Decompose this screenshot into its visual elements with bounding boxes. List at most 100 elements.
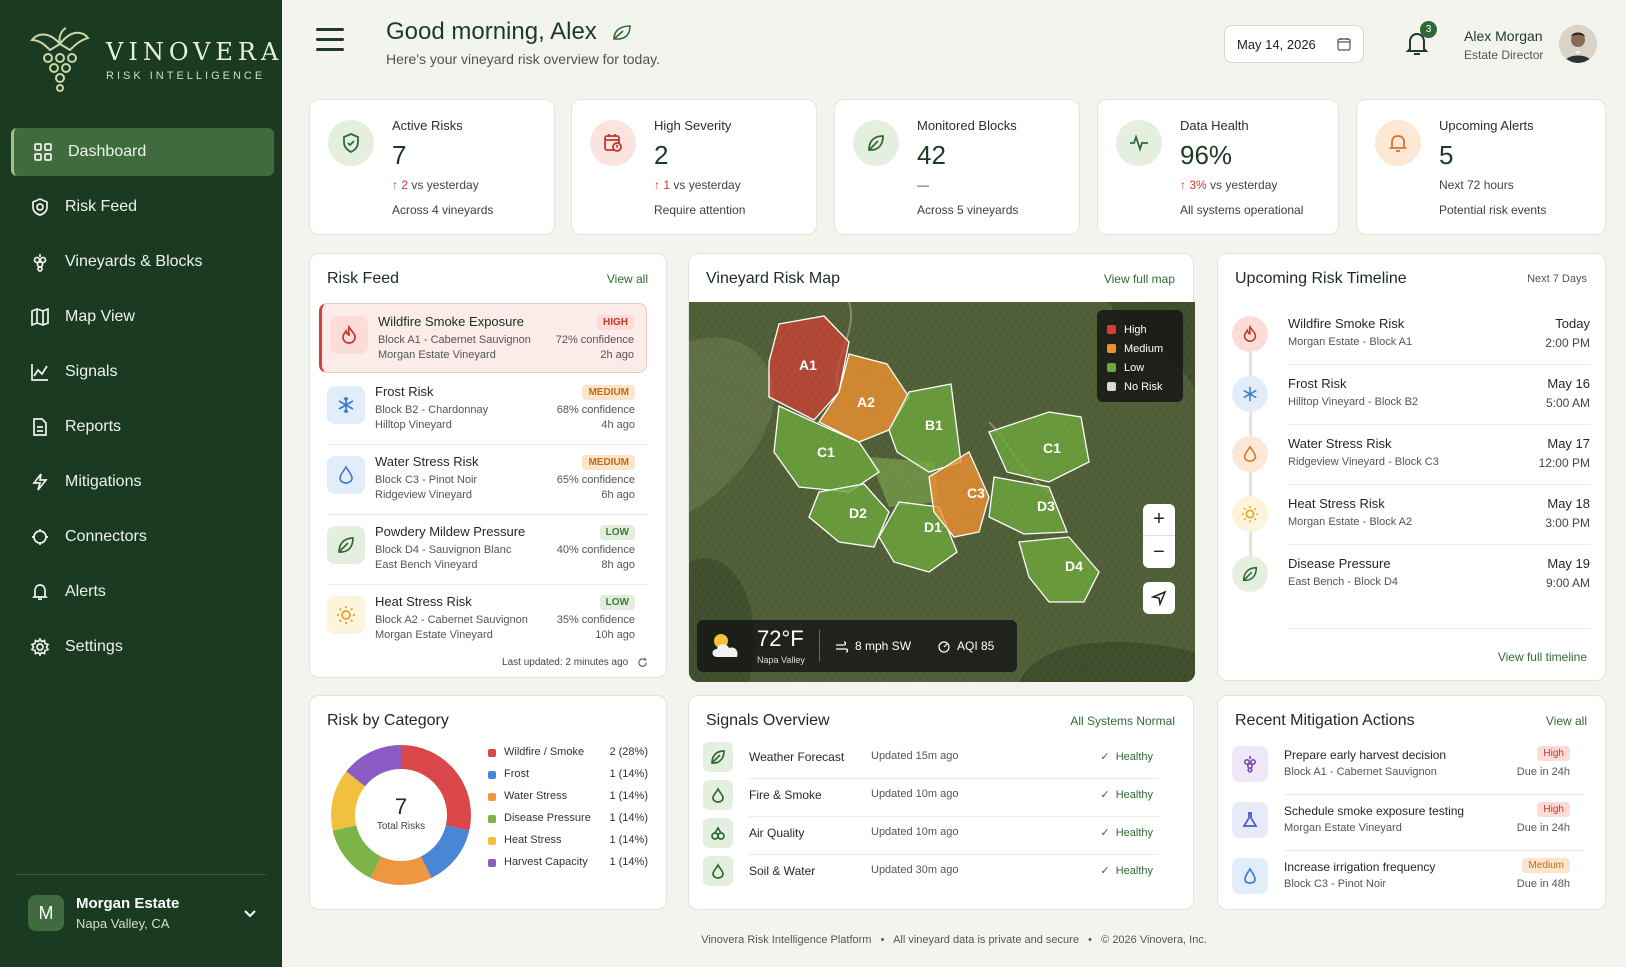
user-role: Estate Director: [1464, 48, 1544, 62]
legend-label: High: [1124, 323, 1147, 336]
category-donut-chart: [331, 745, 471, 885]
sidebar-item-map-view[interactable]: Map View: [11, 293, 274, 341]
mitigation-row[interactable]: Increase irrigation frequency Block C3 -…: [1232, 854, 1578, 906]
sidebar-item-signals[interactable]: Signals: [11, 348, 274, 396]
sidebar-item-label: Connectors: [65, 528, 147, 545]
signal-row[interactable]: Air Quality Updated 10m ago ✓ Healthy: [703, 816, 1161, 854]
view-all-link[interactable]: View all: [606, 272, 648, 286]
zoom-in-button[interactable]: +: [1143, 504, 1175, 536]
kpi-value: 42: [917, 140, 946, 170]
timeline-item[interactable]: Frost Risk Hilltop Vineyard - Block B2 M…: [1232, 368, 1590, 426]
sidebar-item-label: Vineyards & Blocks: [65, 253, 203, 270]
donut-slice-1: [420, 824, 470, 879]
kpi-label: Active Risks: [392, 118, 463, 133]
timeline-item[interactable]: Water Stress Risk Ridgeview Vineyard - B…: [1232, 428, 1590, 486]
menu-icon[interactable]: [316, 28, 344, 52]
notification-badge: 3: [1420, 21, 1437, 38]
category-row: Wildfire / Smoke 2 (28%): [488, 746, 648, 762]
risk-time: 8h ago: [601, 559, 635, 571]
mitigation-title: Prepare early harvest decision: [1284, 748, 1447, 762]
signal-row[interactable]: Fire & Smoke Updated 10m ago ✓ Healthy: [703, 778, 1161, 816]
mitigation-title: Increase irrigation frequency: [1284, 860, 1436, 874]
kpi-value: 5: [1439, 140, 1454, 170]
signal-status: ✓ Healthy: [1100, 751, 1153, 763]
severity-badge: LOW: [599, 525, 635, 540]
sidebar-item-dashboard[interactable]: Dashboard: [11, 128, 274, 176]
kpi-delta: —: [917, 178, 929, 192]
timeline-date: May 18: [1547, 496, 1590, 511]
timeline-range: Next 7 Days: [1527, 273, 1587, 285]
kpi-delta: ↑ 3% vs yesterday: [1180, 178, 1278, 192]
bell-icon: [1375, 120, 1421, 166]
mitigation-due: Due in 48h: [1516, 878, 1570, 890]
kpi-card-active-risks[interactable]: Active Risks 7 ↑ 2 vs yesterday Across 4…: [309, 99, 555, 235]
zoom-out-button[interactable]: −: [1153, 540, 1165, 563]
timeline-item[interactable]: Disease Pressure East Bench - Block D4 M…: [1232, 548, 1590, 606]
weather-widget: 72°F Napa Valley 8 mph SW AQI 85: [697, 620, 1017, 672]
kpi-card-data-health[interactable]: Data Health 96% ↑ 3% vs yesterday All sy…: [1097, 99, 1339, 235]
view-all-link[interactable]: View all: [1545, 714, 1587, 728]
sidebar-item-settings[interactable]: Settings: [11, 623, 274, 671]
signal-row[interactable]: Soil & Water Updated 30m ago ✓ Healthy: [703, 854, 1161, 892]
sidebar-item-vineyards[interactable]: Vineyards & Blocks: [11, 238, 274, 286]
priority-badge: High: [1537, 746, 1570, 761]
timeline-item[interactable]: Heat Stress Risk Morgan Estate - Block A…: [1232, 488, 1590, 546]
risk-feed-item[interactable]: Heat Stress Risk Block A2 - Cabernet Sau…: [319, 584, 647, 654]
panel-title: Risk Feed: [327, 270, 400, 287]
refresh-icon[interactable]: [637, 657, 648, 668]
signals-status[interactable]: All Systems Normal: [1070, 714, 1175, 728]
risk-title: Wildfire Smoke Exposure: [378, 314, 524, 329]
flame-icon: [1232, 316, 1268, 352]
date-picker[interactable]: May 14, 2026: [1224, 25, 1364, 63]
pulse-icon: [1116, 120, 1162, 166]
sidebar-item-reports[interactable]: Reports: [11, 403, 274, 451]
bell-icon[interactable]: [1404, 30, 1430, 58]
sidebar-item-risk-feed[interactable]: Risk Feed: [11, 183, 274, 231]
donut-slice-0: [400, 745, 471, 831]
donut-total-label: Total Risks: [376, 821, 426, 832]
droplet-icon: [1232, 436, 1268, 472]
gear-icon: [29, 636, 51, 658]
divider: [749, 816, 1159, 817]
divider: [328, 444, 648, 445]
risk-feed-item[interactable]: Wildfire Smoke Exposure Block A1 - Caber…: [319, 303, 647, 373]
kpi-card-upcoming-alerts[interactable]: Upcoming Alerts 5 Next 72 hours Potentia…: [1356, 99, 1606, 235]
risk-feed-item[interactable]: Water Stress Risk Block C3 - Pinot Noir …: [319, 444, 647, 514]
risk-feed-item[interactable]: Frost Risk Block B2 - Chardonnay Hilltop…: [319, 374, 647, 444]
sidebar-item-mitigations[interactable]: Mitigations: [11, 458, 274, 506]
timeline-item[interactable]: Wildfire Smoke Risk Morgan Estate - Bloc…: [1232, 308, 1590, 366]
avatar[interactable]: [1559, 25, 1597, 63]
sidebar-item-label: Risk Feed: [65, 198, 138, 215]
divider: [1284, 794, 1584, 795]
kpi-card-monitored-blocks[interactable]: Monitored Blocks 42 — Across 5 vineyards: [834, 99, 1080, 235]
mitigation-row[interactable]: Schedule smoke exposure testing Morgan E…: [1232, 798, 1578, 850]
timeline-time: 3:00 PM: [1545, 516, 1590, 530]
locate-button[interactable]: [1143, 582, 1175, 614]
view-full-map-link[interactable]: View full map: [1103, 272, 1175, 286]
timeline-title: Frost Risk: [1288, 376, 1347, 391]
risk-time: 10h ago: [595, 629, 635, 641]
map-icon: [29, 306, 51, 328]
view-full-timeline-link[interactable]: View full timeline: [1497, 650, 1587, 664]
signal-row[interactable]: Weather Forecast Updated 15m ago ✓ Healt…: [703, 740, 1161, 778]
risk-feed-item[interactable]: Powdery Mildew Pressure Block D4 - Sauvi…: [319, 514, 647, 584]
timeline-time: 5:00 AM: [1545, 396, 1590, 410]
kpi-delta: ↑ 2 vs yesterday: [392, 178, 479, 192]
risk-title: Heat Stress Risk: [375, 594, 472, 609]
estate-switcher[interactable]: M Morgan Estate Napa Valley, CA: [16, 874, 266, 931]
kpi-card-high-severity[interactable]: High Severity 2 ↑ 1 vs yesterday Require…: [571, 99, 817, 235]
map-label-a1: A1: [799, 357, 817, 373]
divider: [1288, 424, 1590, 425]
mitigation-row[interactable]: Prepare early harvest decision Block A1 …: [1232, 742, 1578, 794]
panel-title: Signals Overview: [706, 712, 830, 729]
timeline-time: 9:00 AM: [1545, 576, 1590, 590]
logo[interactable]: VINOVERA RISK INTELLIGENCE: [28, 24, 283, 96]
risk-feed-panel: Risk Feed View all Wildfire Smoke Exposu…: [309, 253, 667, 678]
sidebar-item-connectors[interactable]: Connectors: [11, 513, 274, 561]
sidebar-item-alerts[interactable]: Alerts: [11, 568, 274, 616]
timeline-date: May 17: [1547, 436, 1590, 451]
alert-calendar-icon: [590, 120, 636, 166]
kpi-label: Data Health: [1180, 118, 1249, 133]
weather-temp: 72°F: [757, 626, 804, 651]
map-canvas[interactable]: A1 A2 B1 C1 C1 D2 D1 C3 D3 D4 High Mediu…: [689, 302, 1195, 682]
